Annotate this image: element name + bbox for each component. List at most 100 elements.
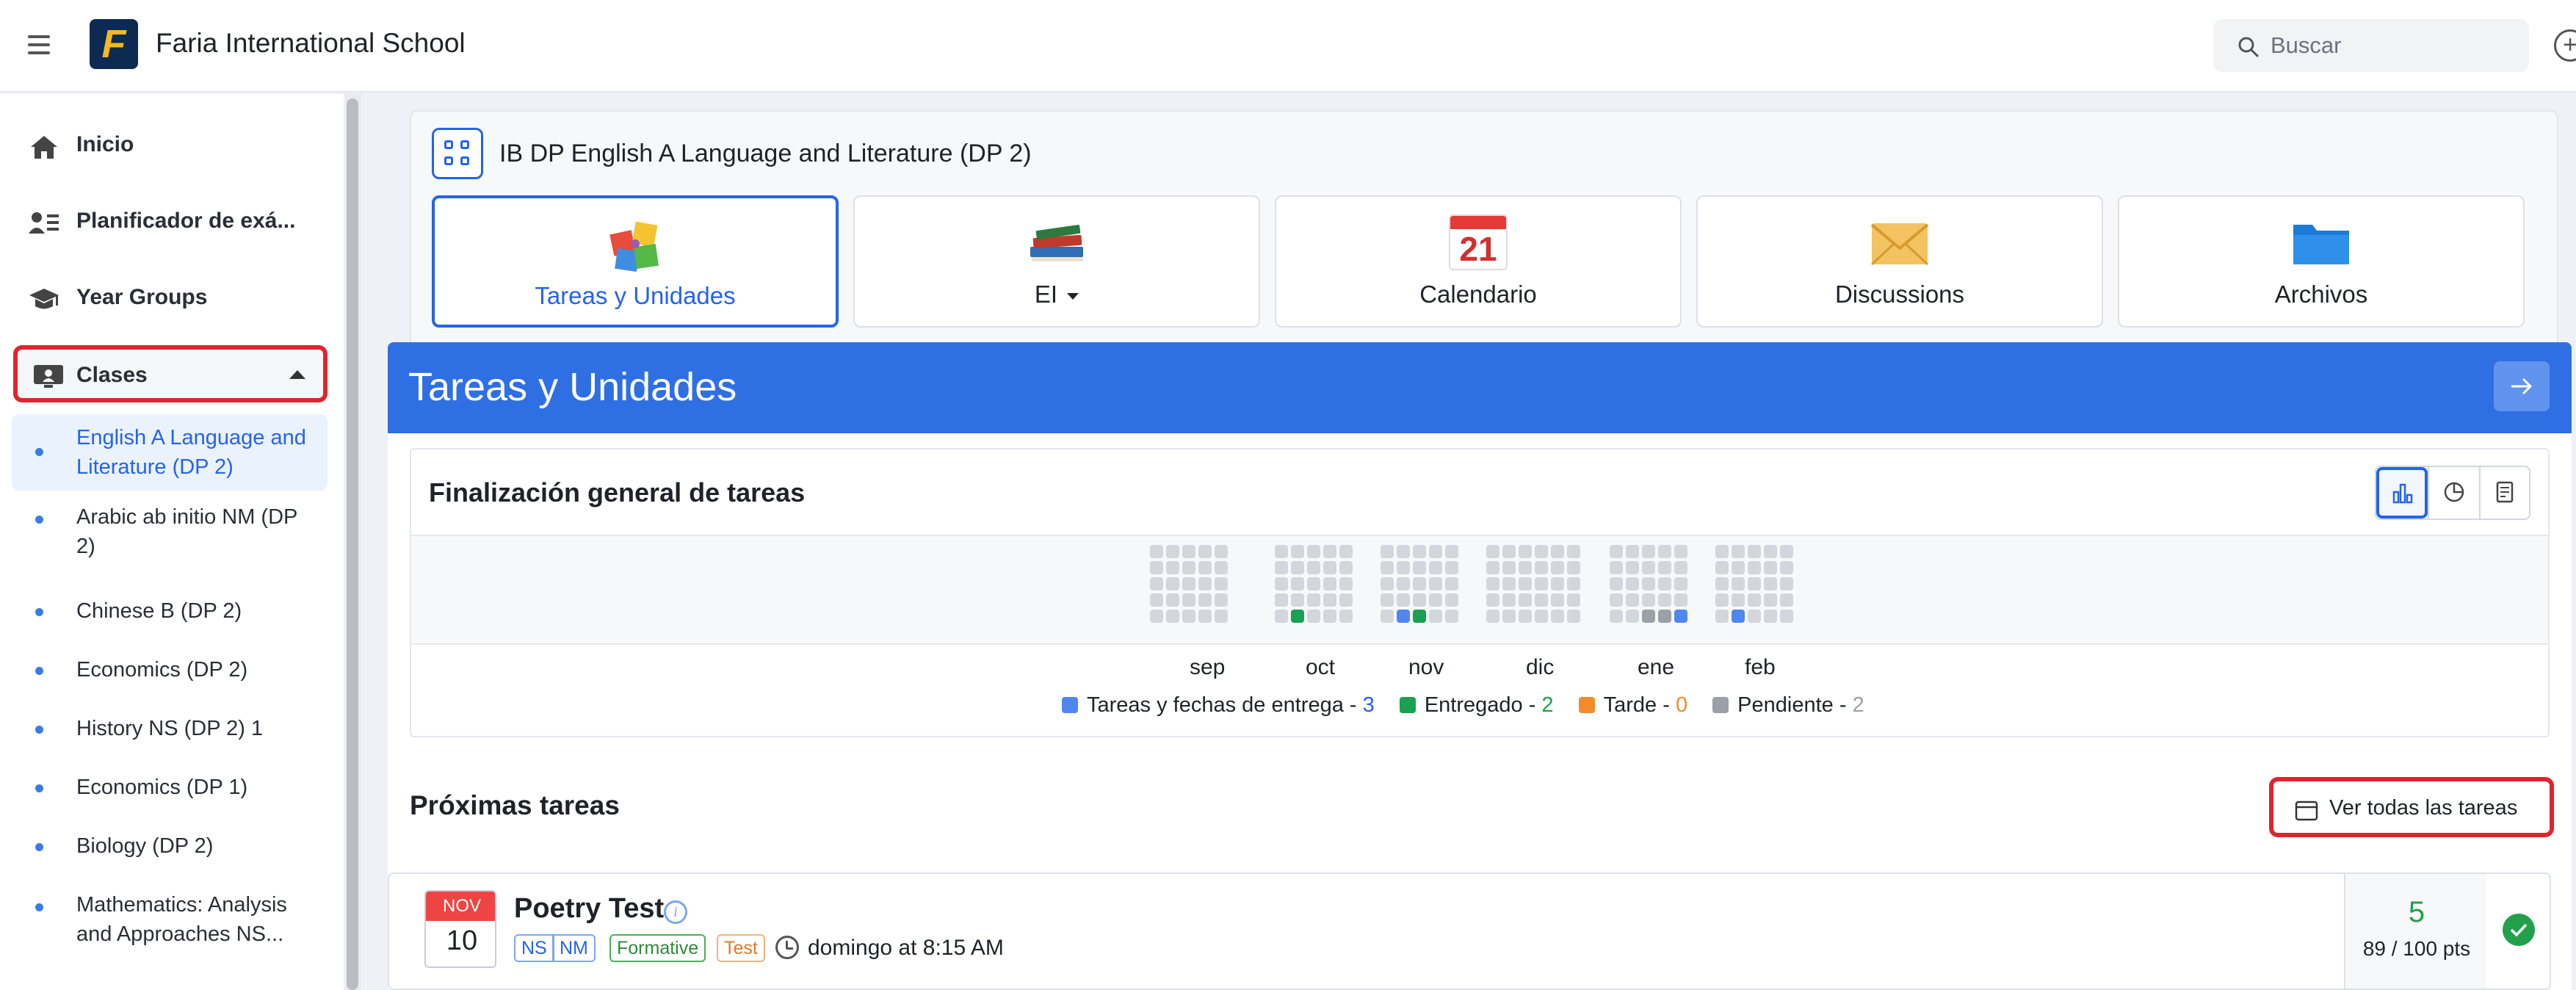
heatmap-cell: [1381, 593, 1394, 607]
heatmap-cell: [1397, 577, 1410, 590]
heatmap-cell: [1215, 545, 1228, 558]
class-menu-icon[interactable]: [432, 128, 483, 179]
tab-discussions[interactable]: Discussions: [1696, 195, 2103, 328]
info-icon[interactable]: i: [664, 900, 687, 924]
heatmap-cell: [1486, 561, 1499, 574]
heatmap-cell: [1567, 545, 1580, 558]
heatmap-cell: [1764, 561, 1777, 574]
heatmap-cell: [1323, 577, 1336, 590]
class-icon: [34, 365, 63, 388]
heatmap-cell: [1748, 545, 1761, 558]
class-label: Economics (DP 2): [76, 658, 248, 682]
bullet-icon: [35, 516, 43, 524]
heatmap-cell: [1166, 577, 1179, 590]
bar-chart-view-button[interactable]: [2376, 467, 2428, 519]
heatmap-cell: [1732, 577, 1745, 590]
clock-icon: [775, 936, 799, 959]
heatmap-cell: [1519, 577, 1532, 590]
heatmap-cell: [1764, 593, 1777, 607]
tab-ei[interactable]: EI: [853, 195, 1260, 328]
tab-calendario[interactable]: 21 Calendario: [1275, 195, 1682, 328]
sidebar-class-mathematics[interactable]: Mathematics: Analysis and Approaches NS.…: [12, 890, 328, 956]
sidebar-class-arabic[interactable]: Arabic ab initio NM (DP 2): [12, 502, 328, 568]
task-title[interactable]: Poetry Test: [514, 893, 665, 924]
heatmap-cell: [1429, 577, 1442, 590]
heatmap-cell: [1429, 545, 1442, 558]
sidebar-item-year-groups[interactable]: Year Groups: [0, 269, 338, 328]
heatmap-cell: [1567, 577, 1580, 590]
add-icon[interactable]: +: [2554, 29, 2576, 62]
heatmap-cell: [1166, 545, 1179, 558]
heatmap-cell: [1519, 545, 1532, 558]
calendar-icon: 21: [1449, 214, 1508, 270]
heatmap-cell: [1626, 577, 1639, 590]
pie-chart-view-button[interactable]: [2428, 467, 2479, 519]
heatmap-cell: [1413, 593, 1426, 607]
heatmap-cell: [1502, 577, 1516, 590]
sidebar-class-economics-dp2[interactable]: Economics (DP 2): [12, 654, 328, 690]
sidebar-class-history[interactable]: History NS (DP 2) 1: [12, 712, 328, 749]
month-label: sep: [1190, 655, 1226, 679]
envelope-icon: [1870, 223, 1929, 266]
heatmap-cell: [1182, 610, 1195, 623]
heatmap-cell: [1339, 593, 1353, 607]
heatmap-cell: [1339, 577, 1353, 590]
school-logo[interactable]: F: [90, 19, 138, 69]
heatmap-cell: [1535, 545, 1548, 558]
sidebar-item-label: Clases: [76, 363, 148, 387]
sidebar-class-biology[interactable]: Biology (DP 2): [12, 830, 328, 867]
heatmap-cell: [1413, 577, 1426, 590]
heatmap-cell: [1748, 593, 1761, 607]
sidebar-class-economics-dp1[interactable]: Economics (DP 1): [12, 771, 328, 808]
bullet-icon: [35, 608, 43, 616]
books-icon: [1030, 225, 1083, 261]
heatmap-cell: [1486, 545, 1499, 558]
task-date-badge: NOV 10: [424, 890, 496, 968]
heatmap-cell: [1198, 593, 1212, 607]
sidebar-class-chinese[interactable]: Chinese B (DP 2): [12, 595, 328, 632]
heatmap-cell: [1445, 561, 1458, 574]
caret-up-icon[interactable]: [289, 370, 305, 379]
school-name[interactable]: Faria International School: [156, 28, 466, 58]
heatmap-cell: [1307, 610, 1320, 623]
tab-archivos[interactable]: Archivos: [2118, 195, 2525, 328]
heatmap-cell: [1381, 545, 1394, 558]
tile-label: Tareas y Unidades: [535, 282, 736, 309]
heatmap-cell: [1275, 593, 1288, 607]
hamburger-menu-icon[interactable]: [28, 32, 56, 59]
heatmap-cell: [1150, 545, 1163, 558]
class-title: IB DP English A Language and Literature …: [499, 140, 1032, 167]
heatmap-cell: [1535, 593, 1548, 607]
task-row[interactable]: [388, 872, 2551, 990]
view-all-tasks-button[interactable]: Ver todas las tareas: [2269, 777, 2554, 837]
sidebar-item-inicio[interactable]: Inicio: [0, 116, 338, 175]
heatmap-cell: [1291, 593, 1304, 607]
heatmap-cell: [1732, 593, 1745, 607]
heatmap-cell: [1732, 545, 1745, 558]
sidebar-item-label: Planificador de exá...: [76, 209, 296, 233]
heatmap-cell: [1445, 593, 1458, 607]
arrow-right-icon: [2511, 377, 2533, 395]
pie-chart-icon: [2444, 482, 2464, 502]
tab-tareas-y-unidades[interactable]: Tareas y Unidades: [432, 195, 839, 328]
search-placeholder: Buscar: [2271, 32, 2342, 58]
heatmap-cell: [1642, 610, 1655, 623]
report-view-button[interactable]: [2479, 467, 2530, 519]
sidebar-scrollbar-thumb[interactable]: [347, 98, 358, 990]
open-section-button[interactable]: [2494, 361, 2550, 411]
view-all-tasks-label: Ver todas las tareas: [2329, 796, 2518, 820]
heatmap-cell: [1642, 545, 1655, 558]
calendar-icon-day: 21: [1459, 230, 1497, 268]
sidebar-item-clases[interactable]: Clases: [13, 345, 328, 402]
sidebar-class-english-a[interactable]: English A Language and Literature (DP 2): [12, 414, 328, 491]
heatmap-cell: [1429, 610, 1442, 623]
heatmap-cell: [1150, 593, 1163, 607]
task-score-box: 5 89 / 100 pts: [2344, 874, 2486, 989]
legend-item-tarde: Tarde - 0: [1578, 693, 1687, 717]
heatmap-cell: [1198, 610, 1212, 623]
heatmap-cell: [1519, 561, 1532, 574]
sidebar-item-planificador[interactable]: Planificador de exá...: [0, 192, 338, 251]
bullet-icon: [35, 448, 43, 456]
search-input[interactable]: Buscar: [2213, 19, 2529, 72]
heatmap-cell: [1381, 561, 1394, 574]
